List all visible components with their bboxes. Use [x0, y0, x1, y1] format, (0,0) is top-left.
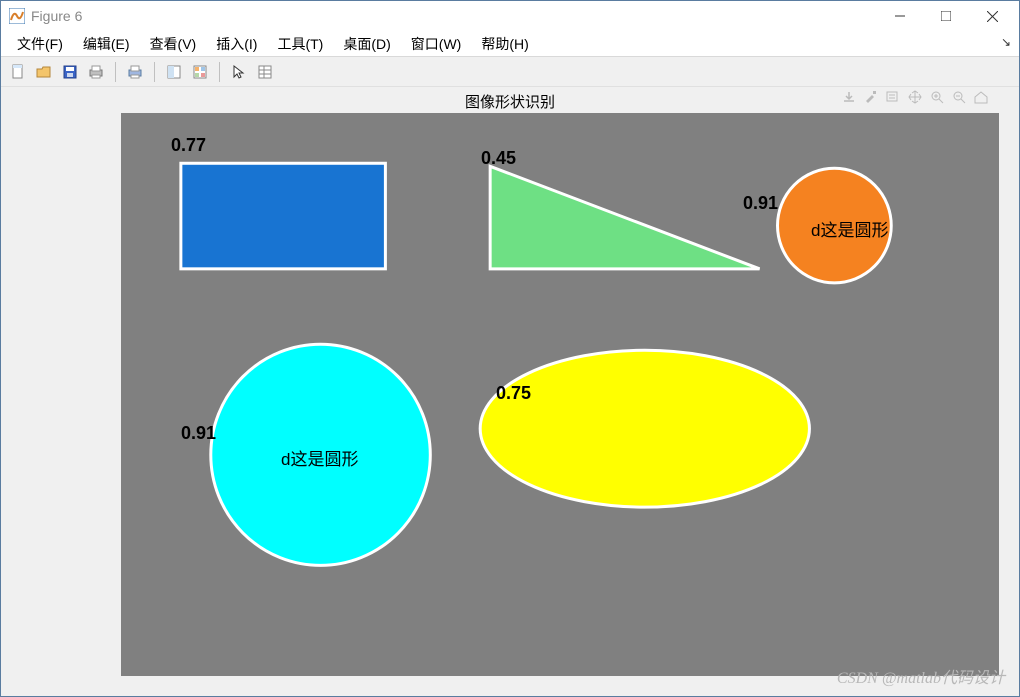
- toolbar-separator: [219, 62, 220, 82]
- menu-item-6[interactable]: 窗口(W): [401, 32, 472, 56]
- note-icon[interactable]: [885, 89, 901, 105]
- plot-svg: [121, 113, 999, 676]
- shape-label-tri1: 0.45: [481, 148, 516, 169]
- toolbar: [1, 57, 1019, 87]
- maximize-button[interactable]: [923, 1, 969, 31]
- menu-overflow-icon[interactable]: ↘: [1001, 35, 1011, 49]
- app-icon: [9, 8, 25, 24]
- window-title: Figure 6: [31, 8, 82, 24]
- shape-ell1: [480, 350, 809, 507]
- menu-item-4[interactable]: 工具(T): [267, 32, 333, 56]
- shape-anno-circ1: d这是圆形: [811, 216, 888, 241]
- axes-tools: [841, 89, 989, 105]
- menu-item-7[interactable]: 帮助(H): [471, 32, 538, 56]
- home-icon[interactable]: [973, 89, 989, 105]
- print-figure-icon[interactable]: [124, 61, 146, 83]
- menubar: 文件(F)编辑(E)查看(V)插入(I)工具(T)桌面(D)窗口(W)帮助(H)…: [1, 31, 1019, 57]
- minimize-button[interactable]: [877, 1, 923, 31]
- zoom-in-icon[interactable]: [929, 89, 945, 105]
- titlebar: Figure 6: [1, 1, 1019, 31]
- plot-area: 0.77 0.45 0.91 d这是圆形 0.91 d这是圆形 0.75: [121, 113, 999, 676]
- properties-icon[interactable]: [254, 61, 276, 83]
- open-file-icon[interactable]: [33, 61, 55, 83]
- print-icon[interactable]: [85, 61, 107, 83]
- menu-item-2[interactable]: 查看(V): [140, 32, 207, 56]
- menu-item-5[interactable]: 桌面(D): [333, 32, 400, 56]
- menu-item-3[interactable]: 插入(I): [206, 32, 267, 56]
- toolbar-separator: [154, 62, 155, 82]
- link-icon[interactable]: [163, 61, 185, 83]
- pointer-icon[interactable]: [228, 61, 250, 83]
- shape-label-circ2: 0.91: [181, 423, 216, 444]
- shape-label-rect1: 0.77: [171, 135, 206, 156]
- shape-label-circ1: 0.91: [743, 193, 778, 214]
- menu-item-1[interactable]: 编辑(E): [73, 32, 140, 56]
- shape-label-ell1: 0.75: [496, 383, 531, 404]
- canvas-area: 图像形状识别 0.770.450.91d这是圆形0.91d这是圆形0.75 CS…: [1, 87, 1019, 696]
- shape-tri1: [490, 166, 759, 269]
- brush-icon[interactable]: [863, 89, 879, 105]
- shape-anno-circ2: d这是圆形: [281, 445, 358, 470]
- menu-item-0[interactable]: 文件(F): [7, 32, 73, 56]
- toolbar-separator: [115, 62, 116, 82]
- close-button[interactable]: [969, 1, 1015, 31]
- new-file-icon[interactable]: [7, 61, 29, 83]
- shape-rect1: [181, 163, 386, 269]
- data-cursor-icon[interactable]: [189, 61, 211, 83]
- pan-icon[interactable]: [907, 89, 923, 105]
- figure-window: Figure 6 文件(F)编辑(E)查看(V)插入(I)工具(T)桌面(D)窗…: [0, 0, 1020, 697]
- export-icon[interactable]: [841, 89, 857, 105]
- save-icon[interactable]: [59, 61, 81, 83]
- zoom-out-icon[interactable]: [951, 89, 967, 105]
